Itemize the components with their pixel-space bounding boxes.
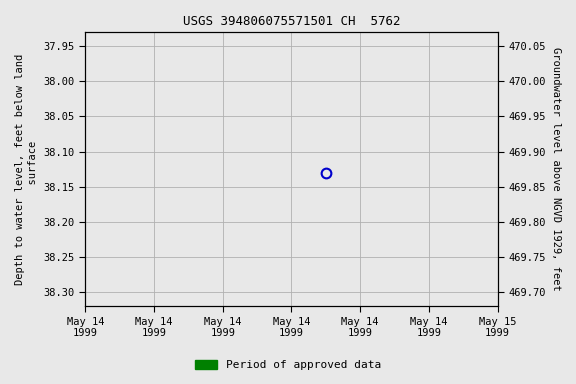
Legend: Period of approved data: Period of approved data <box>191 356 385 375</box>
Y-axis label: Depth to water level, feet below land
  surface: Depth to water level, feet below land su… <box>15 53 38 285</box>
Y-axis label: Groundwater level above NGVD 1929, feet: Groundwater level above NGVD 1929, feet <box>551 47 561 291</box>
Title: USGS 394806075571501 CH  5762: USGS 394806075571501 CH 5762 <box>183 15 400 28</box>
